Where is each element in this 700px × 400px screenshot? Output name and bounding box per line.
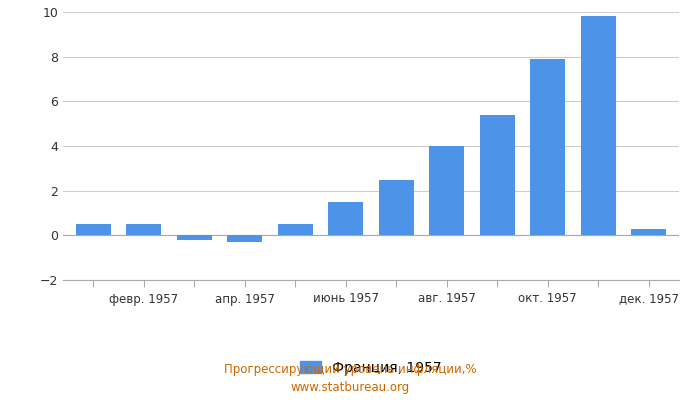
Bar xyxy=(480,115,515,235)
Bar xyxy=(631,229,666,235)
Bar xyxy=(379,180,414,235)
Legend: Франция, 1957: Франция, 1957 xyxy=(300,361,442,375)
Bar xyxy=(580,16,616,235)
Bar xyxy=(429,146,464,235)
Text: www.statbureau.org: www.statbureau.org xyxy=(290,382,410,394)
Bar xyxy=(328,202,363,235)
Bar xyxy=(278,224,313,235)
Bar xyxy=(227,235,262,242)
Bar xyxy=(530,59,566,235)
Bar xyxy=(76,224,111,235)
Bar xyxy=(126,224,162,235)
Text: Прогрессирующий уровень инфляции,%: Прогрессирующий уровень инфляции,% xyxy=(224,364,476,376)
Bar xyxy=(176,235,212,240)
